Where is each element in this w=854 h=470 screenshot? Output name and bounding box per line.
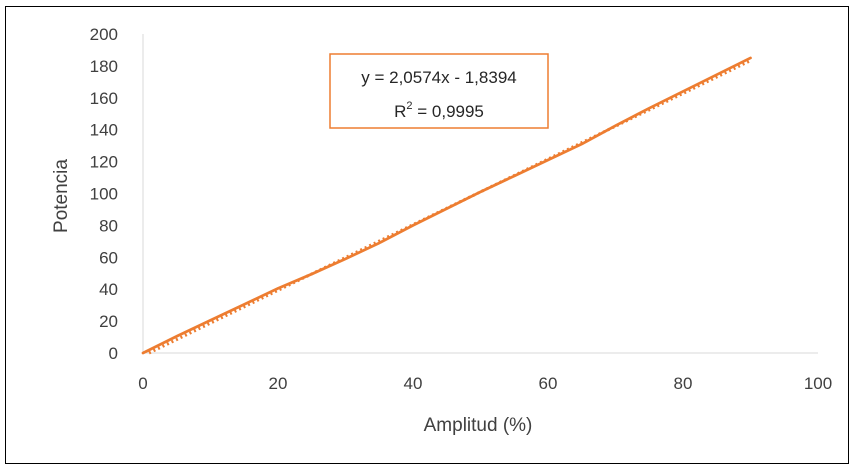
- y-tick-label: 140: [90, 121, 118, 140]
- y-tick-label: 80: [99, 216, 118, 235]
- axes-group: [142, 34, 818, 354]
- r-squared-exponent: 2: [406, 100, 412, 112]
- y-tick-label: 100: [90, 185, 118, 204]
- x-tick-label: 60: [539, 374, 558, 393]
- x-tick-labels: 0 20 40 60 80 100: [138, 374, 832, 393]
- y-tick-labels: 0 20 40 60 80 100 120 140 160 180 200: [90, 25, 118, 363]
- y-tick-label: 20: [99, 312, 118, 331]
- y-tick-label: 40: [99, 280, 118, 299]
- x-tick-label: 40: [404, 374, 423, 393]
- trendline-group: [148, 59, 752, 355]
- x-tick-label: 20: [269, 374, 288, 393]
- y-tick-label: 180: [90, 57, 118, 76]
- y-tick-label: 200: [90, 25, 118, 44]
- x-tick-label: 100: [804, 374, 832, 393]
- x-tick-label: 0: [138, 374, 147, 393]
- equation-box: y = 2,0574x - 1,8394 R2 = 0,9995: [329, 53, 549, 129]
- series-line: [141, 56, 752, 355]
- equation-box-border: [329, 53, 549, 129]
- y-tick-label: 0: [109, 344, 118, 363]
- x-tick-label: 80: [674, 374, 693, 393]
- y-tick-label: 60: [99, 248, 118, 267]
- trendline: [148, 59, 752, 355]
- x-axis-title: Amplitud (%): [424, 415, 533, 436]
- series-group: [141, 56, 752, 355]
- r-squared-label: R2 = 0,9995: [394, 100, 484, 121]
- y-tick-label: 120: [90, 153, 118, 172]
- y-axis-title: Potencia: [51, 159, 72, 233]
- y-tick-label: 160: [90, 89, 118, 108]
- trendline-equation: y = 2,0574x - 1,8394: [361, 68, 516, 87]
- r-squared-prefix: R: [394, 102, 406, 121]
- r-squared-value: = 0,9995: [413, 102, 484, 121]
